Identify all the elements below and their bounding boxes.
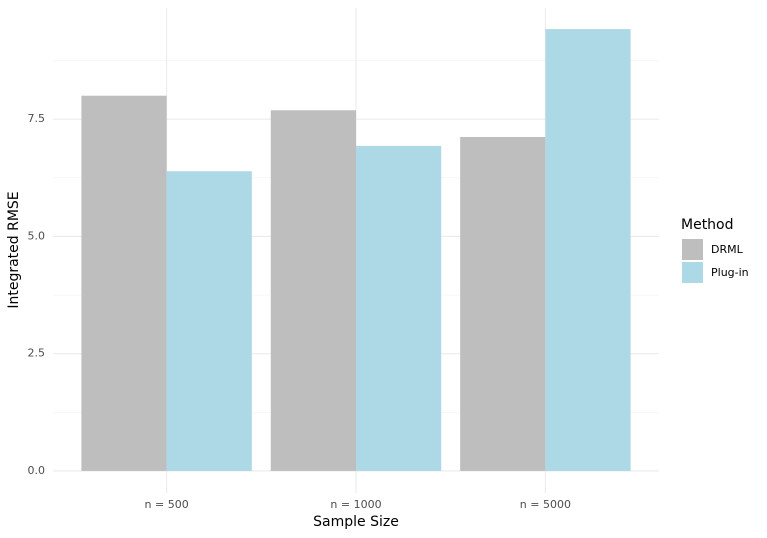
legend-label: Plug-in bbox=[711, 266, 749, 279]
bar bbox=[460, 136, 546, 471]
legend-key bbox=[682, 262, 703, 283]
bar bbox=[81, 95, 167, 471]
x-tick-label: n = 1000 bbox=[330, 498, 381, 511]
bar bbox=[166, 171, 252, 471]
legend-key bbox=[682, 239, 703, 260]
x-axis-title: Sample Size bbox=[313, 514, 399, 530]
y-tick-label: 7.5 bbox=[28, 112, 46, 125]
bar bbox=[356, 145, 442, 471]
legend-label: DRML bbox=[711, 243, 744, 256]
bar bbox=[270, 110, 356, 471]
y-axis-title: Integrated RMSE bbox=[6, 191, 22, 308]
x-tick-label: n = 500 bbox=[145, 498, 189, 511]
y-tick-label: 2.5 bbox=[28, 347, 46, 360]
x-tick-label: n = 5000 bbox=[520, 498, 571, 511]
y-tick-label: 5.0 bbox=[28, 229, 46, 242]
legend-title: Method bbox=[681, 217, 734, 233]
y-tick-label: 0.0 bbox=[28, 464, 46, 477]
bar bbox=[545, 29, 631, 471]
